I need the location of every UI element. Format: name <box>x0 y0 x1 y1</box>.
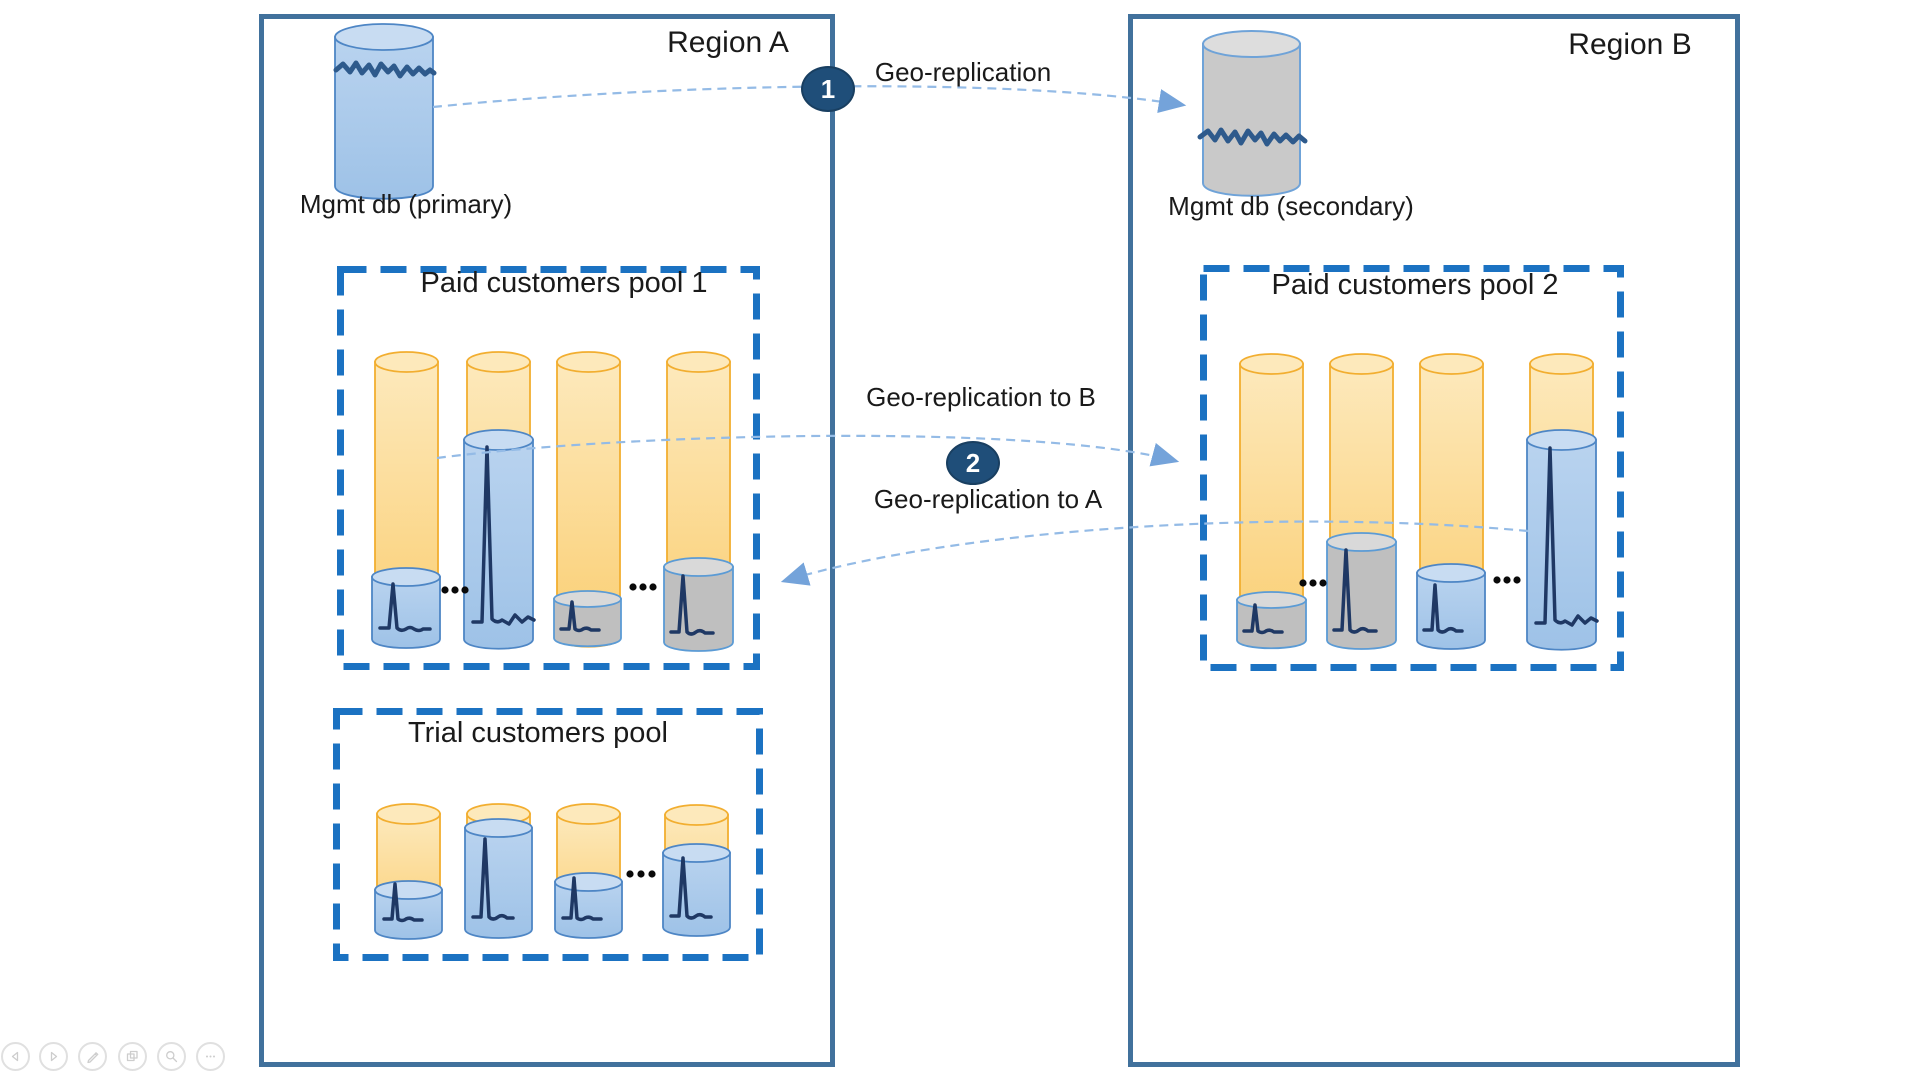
mgmt-db-primary-label: Mgmt db (primary) <box>299 189 513 219</box>
geo-replication-to-b-label: Geo-replication to B <box>866 382 1096 412</box>
paid-pool-1-title: Paid customers pool 1 <box>420 267 708 299</box>
paid-pool-1-databases <box>371 351 734 652</box>
ellipsis-dots <box>1299 576 1521 587</box>
ellipsis-icon <box>206 1055 215 1058</box>
region-a-frame <box>259 14 835 1067</box>
pen-tools-button[interactable] <box>78 1042 107 1071</box>
ellipsis-dots <box>626 870 656 878</box>
geo-replication-to-a-label: Geo-replication to A <box>873 484 1103 514</box>
more-options-button[interactable] <box>196 1042 225 1071</box>
see-all-slides-button[interactable] <box>118 1042 147 1071</box>
step-1-badge: 1 <box>801 66 855 112</box>
geo-replication-label: Geo-replication <box>874 57 1052 87</box>
geo-replication-mgmt-arrow <box>432 85 1187 114</box>
zoom-slide-button[interactable] <box>157 1042 186 1071</box>
geo-replication-to-a-arrow <box>780 520 1529 586</box>
ellipsis-dots <box>441 583 657 594</box>
mgmt-db-secondary-label: Mgmt db (secondary) <box>1168 191 1414 221</box>
next-slide-button[interactable] <box>39 1042 68 1071</box>
mgmt-db-secondary-cylinder <box>1197 30 1308 197</box>
pen-icon <box>87 1052 99 1064</box>
previous-arrow-icon <box>11 1051 19 1062</box>
previous-slide-button[interactable] <box>1 1042 30 1071</box>
slides-grid-icon <box>126 1050 138 1062</box>
trial-pool-databases <box>374 803 731 940</box>
geo-replication-to-b-arrow <box>436 434 1180 467</box>
region-b-label: Region B <box>1568 28 1692 61</box>
step-2-badge: 2 <box>946 441 1000 485</box>
paid-pool-2-databases <box>1236 353 1599 651</box>
mgmt-db-primary-cylinder <box>333 23 437 200</box>
paid-pool-2-frame <box>1200 265 1624 671</box>
trial-pool-title: Trial customers pool <box>407 717 669 749</box>
paid-pool-1-frame <box>337 266 760 670</box>
magnifier-icon <box>166 1051 178 1063</box>
region-b-frame <box>1128 14 1740 1067</box>
paid-pool-2-title: Paid customers pool 2 <box>1271 269 1559 301</box>
trial-pool-frame <box>333 708 763 961</box>
region-a-label: Region A <box>667 26 789 59</box>
next-arrow-icon <box>50 1051 58 1062</box>
